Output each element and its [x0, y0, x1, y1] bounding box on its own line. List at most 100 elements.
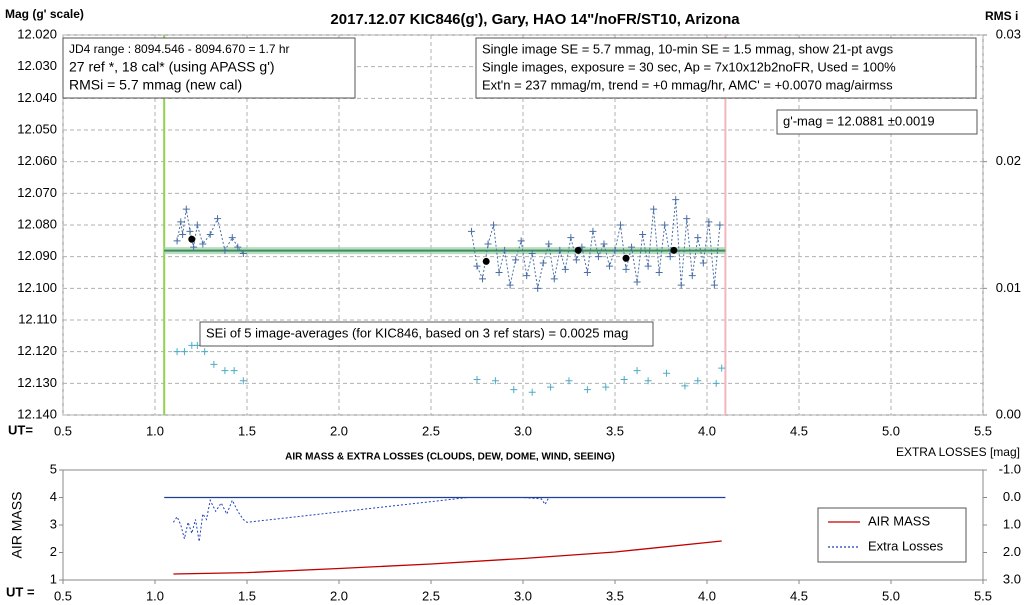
y-tick-label: 12.070: [17, 185, 57, 200]
x-tick-label: 0.5: [54, 423, 72, 438]
plus-marker: [699, 259, 707, 267]
plus-marker: [221, 367, 229, 375]
y-axis-label: Mag (g' scale): [5, 7, 84, 21]
y2-tick-label: 0.01: [996, 280, 1021, 295]
plus-marker: [583, 269, 591, 276]
y-axis-label: AIR MASS: [9, 492, 25, 559]
plus-marker: [589, 227, 597, 235]
y-tick-label: 12.060: [17, 153, 57, 168]
y2-tick-label: 1.0: [1003, 516, 1021, 531]
plus-marker: [201, 348, 209, 356]
plus-marker: [180, 348, 188, 356]
plus-marker: [473, 262, 481, 270]
x-tick-label: 1.0: [146, 588, 164, 603]
plus-marker: [545, 240, 553, 248]
plus-marker: [611, 246, 619, 254]
y-tick-label: 12.030: [17, 58, 57, 73]
plus-marker: [628, 243, 636, 251]
plus-marker: [228, 234, 236, 242]
plus-marker: [193, 221, 201, 229]
average-point: [482, 257, 490, 265]
plus-marker: [539, 259, 547, 267]
x-tick-label: 0.5: [54, 588, 72, 603]
plus-marker: [561, 265, 569, 273]
x-tick-label: 4.0: [698, 588, 716, 603]
plus-marker: [173, 348, 181, 356]
plus-marker: [661, 221, 669, 229]
plus-marker: [567, 234, 575, 242]
plus-marker: [688, 272, 696, 280]
plus-marker: [467, 227, 475, 235]
average-point: [670, 246, 678, 254]
average-point: [622, 254, 630, 262]
x-tick-label: 4.5: [790, 423, 808, 438]
x-tick-label: 2.0: [330, 423, 348, 438]
plus-marker: [177, 218, 185, 226]
plus-marker: [644, 262, 652, 270]
plus-marker: [633, 278, 641, 286]
x-tick-label: 2.5: [422, 588, 440, 603]
y-tick-label: 12.140: [17, 406, 57, 421]
plus-marker: [694, 234, 702, 242]
annotation-box: [62, 37, 356, 99]
plus-marker: [528, 250, 536, 257]
y-tick-label: 2: [50, 544, 57, 559]
x-tick-label: 3.0: [514, 588, 532, 603]
legend-label: AIR MASS: [868, 513, 930, 528]
plus-marker: [221, 246, 229, 254]
plus-marker: [694, 377, 702, 385]
chart-title: AIR MASS & EXTRA LOSSES (CLOUDS, DEW, DO…: [285, 452, 615, 463]
plus-marker: [550, 275, 558, 283]
plus-marker: [620, 376, 628, 384]
annotation-text: Single images, exposure = 30 sec, Ap = 7…: [482, 59, 896, 74]
y2-tick-label: 0.0: [1003, 489, 1021, 504]
plus-marker: [512, 256, 520, 264]
y-tick-label: 12.100: [17, 280, 57, 295]
plus-marker: [718, 364, 726, 372]
x-tick-label: 3.5: [606, 423, 624, 438]
annotation-text: JD4 range : 8094.546 - 8094.670 = 1.7 hr: [69, 42, 290, 56]
x-tick-label: 2.0: [330, 588, 348, 603]
x-tick-label: 1.5: [238, 423, 256, 438]
x-axis-label: UT =: [6, 584, 35, 599]
plus-marker: [484, 240, 492, 248]
plus-marker: [517, 237, 525, 245]
plus-marker: [506, 281, 514, 289]
annotation-text: SEi of 5 image-averages (for KIC846, bas…: [206, 325, 628, 340]
x-axis-label: UT=: [8, 422, 33, 437]
y-tick-label: 12.130: [17, 375, 57, 390]
annotation-text: 27 ref *, 18 cal* (using APASS g'): [69, 59, 275, 75]
y-tick-label: 12.120: [17, 343, 57, 358]
x-tick-label: 3.0: [514, 423, 532, 438]
y2-tick-label: 0.02: [996, 153, 1021, 168]
plus-marker: [594, 253, 602, 261]
plus-marker: [239, 250, 247, 257]
plus-marker: [681, 382, 689, 390]
plus-marker: [199, 240, 207, 248]
series-line: [173, 540, 722, 575]
x-tick-label: 4.5: [790, 588, 808, 603]
plus-marker: [528, 388, 536, 396]
x-tick-label: 2.5: [422, 423, 440, 438]
plus-marker: [556, 246, 564, 254]
plus-marker: [705, 218, 713, 226]
y2-tick-label: 3.0: [1003, 571, 1021, 586]
plus-marker: [602, 383, 610, 391]
plus-marker: [491, 377, 499, 385]
plus-marker: [710, 281, 718, 289]
plus-marker: [639, 231, 647, 238]
annotation-text: g'-mag = 12.0881 ±0.0019: [783, 113, 935, 128]
plus-marker: [501, 246, 509, 254]
plus-marker: [206, 231, 214, 238]
plus-marker: [547, 383, 555, 391]
annotation-text: Single image SE = 5.7 mmag, 10-min SE = …: [482, 41, 894, 56]
plus-marker: [190, 243, 198, 251]
plus-marker: [617, 221, 625, 229]
plus-marker: [650, 205, 658, 213]
y-tick-label: 1: [50, 571, 57, 586]
plus-marker: [495, 269, 503, 276]
plus-marker: [479, 275, 487, 283]
legend-box: [817, 507, 967, 563]
annotation-text: Ext'n = 237 mmag/m, trend = +0 mmag/hr, …: [482, 77, 893, 92]
